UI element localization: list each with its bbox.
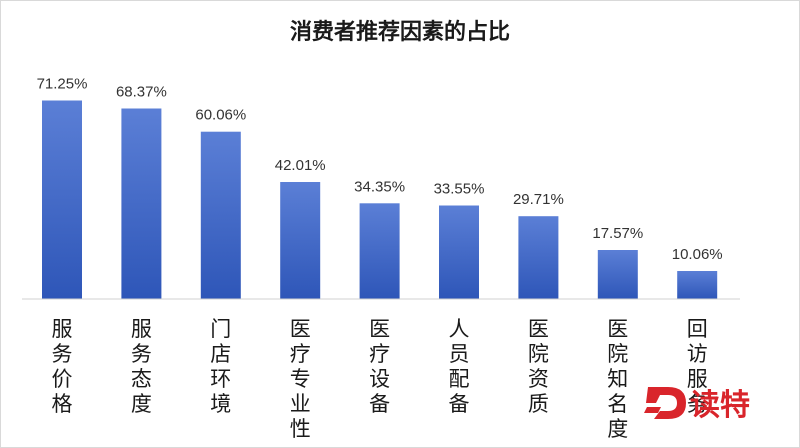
category-label-2: 服务态度 — [131, 317, 152, 416]
data-label-8: 17.57% — [592, 225, 643, 242]
category-label-7: 医院资质 — [528, 317, 549, 416]
data-label-3: 60.06% — [195, 107, 246, 124]
data-label-9: 10.06% — [672, 246, 723, 263]
data-label-4: 42.01% — [275, 157, 326, 174]
dute-logo: 读特 — [644, 387, 750, 423]
category-label-9: 回访服务 — [687, 317, 708, 416]
category-label-6: 人员配备 — [449, 317, 470, 416]
data-label-1: 71.25% — [37, 76, 88, 93]
watermark-text: 读特 — [690, 388, 750, 423]
bar-9 — [677, 271, 718, 299]
category-label-3: 门店环境 — [210, 317, 231, 416]
category-label-8: 医院知名度 — [607, 317, 628, 441]
bar-1 — [42, 100, 82, 299]
data-label-5: 34.35% — [354, 178, 405, 195]
bar-7 — [518, 216, 559, 299]
data-label-2: 68.37% — [116, 84, 167, 101]
bar-3 — [200, 131, 241, 299]
bar-5 — [359, 203, 400, 299]
chart-title: 消费者推荐因素的占比 — [289, 20, 510, 45]
data-label-6: 33.55% — [434, 181, 485, 198]
bar-8 — [597, 250, 638, 299]
bar-6 — [439, 205, 479, 299]
category-label-5: 医疗设备 — [369, 317, 390, 416]
bar-2 — [121, 108, 162, 299]
category-label-4: 医疗专业性 — [290, 317, 311, 441]
data-label-7: 29.71% — [513, 191, 564, 208]
bar-4 — [280, 182, 321, 299]
category-label-1: 服务价格 — [52, 317, 73, 416]
